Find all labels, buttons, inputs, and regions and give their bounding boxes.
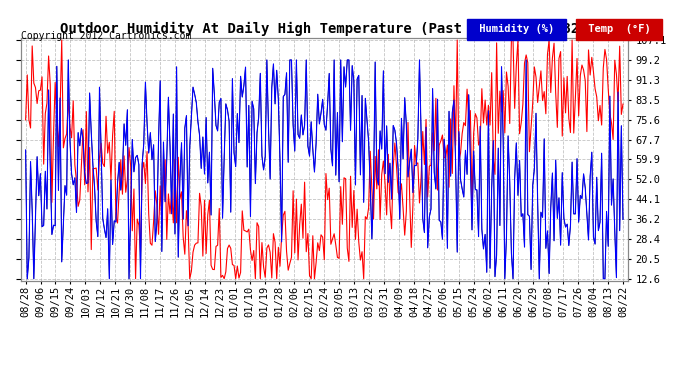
Text: Copyright 2012 Cartronics.com: Copyright 2012 Cartronics.com [21, 32, 191, 41]
Title: Outdoor Humidity At Daily High Temperature (Past Year) 20120828: Outdoor Humidity At Daily High Temperatu… [61, 22, 588, 36]
Text: Humidity (%): Humidity (%) [473, 24, 560, 34]
Text: Temp  (°F): Temp (°F) [582, 24, 657, 34]
